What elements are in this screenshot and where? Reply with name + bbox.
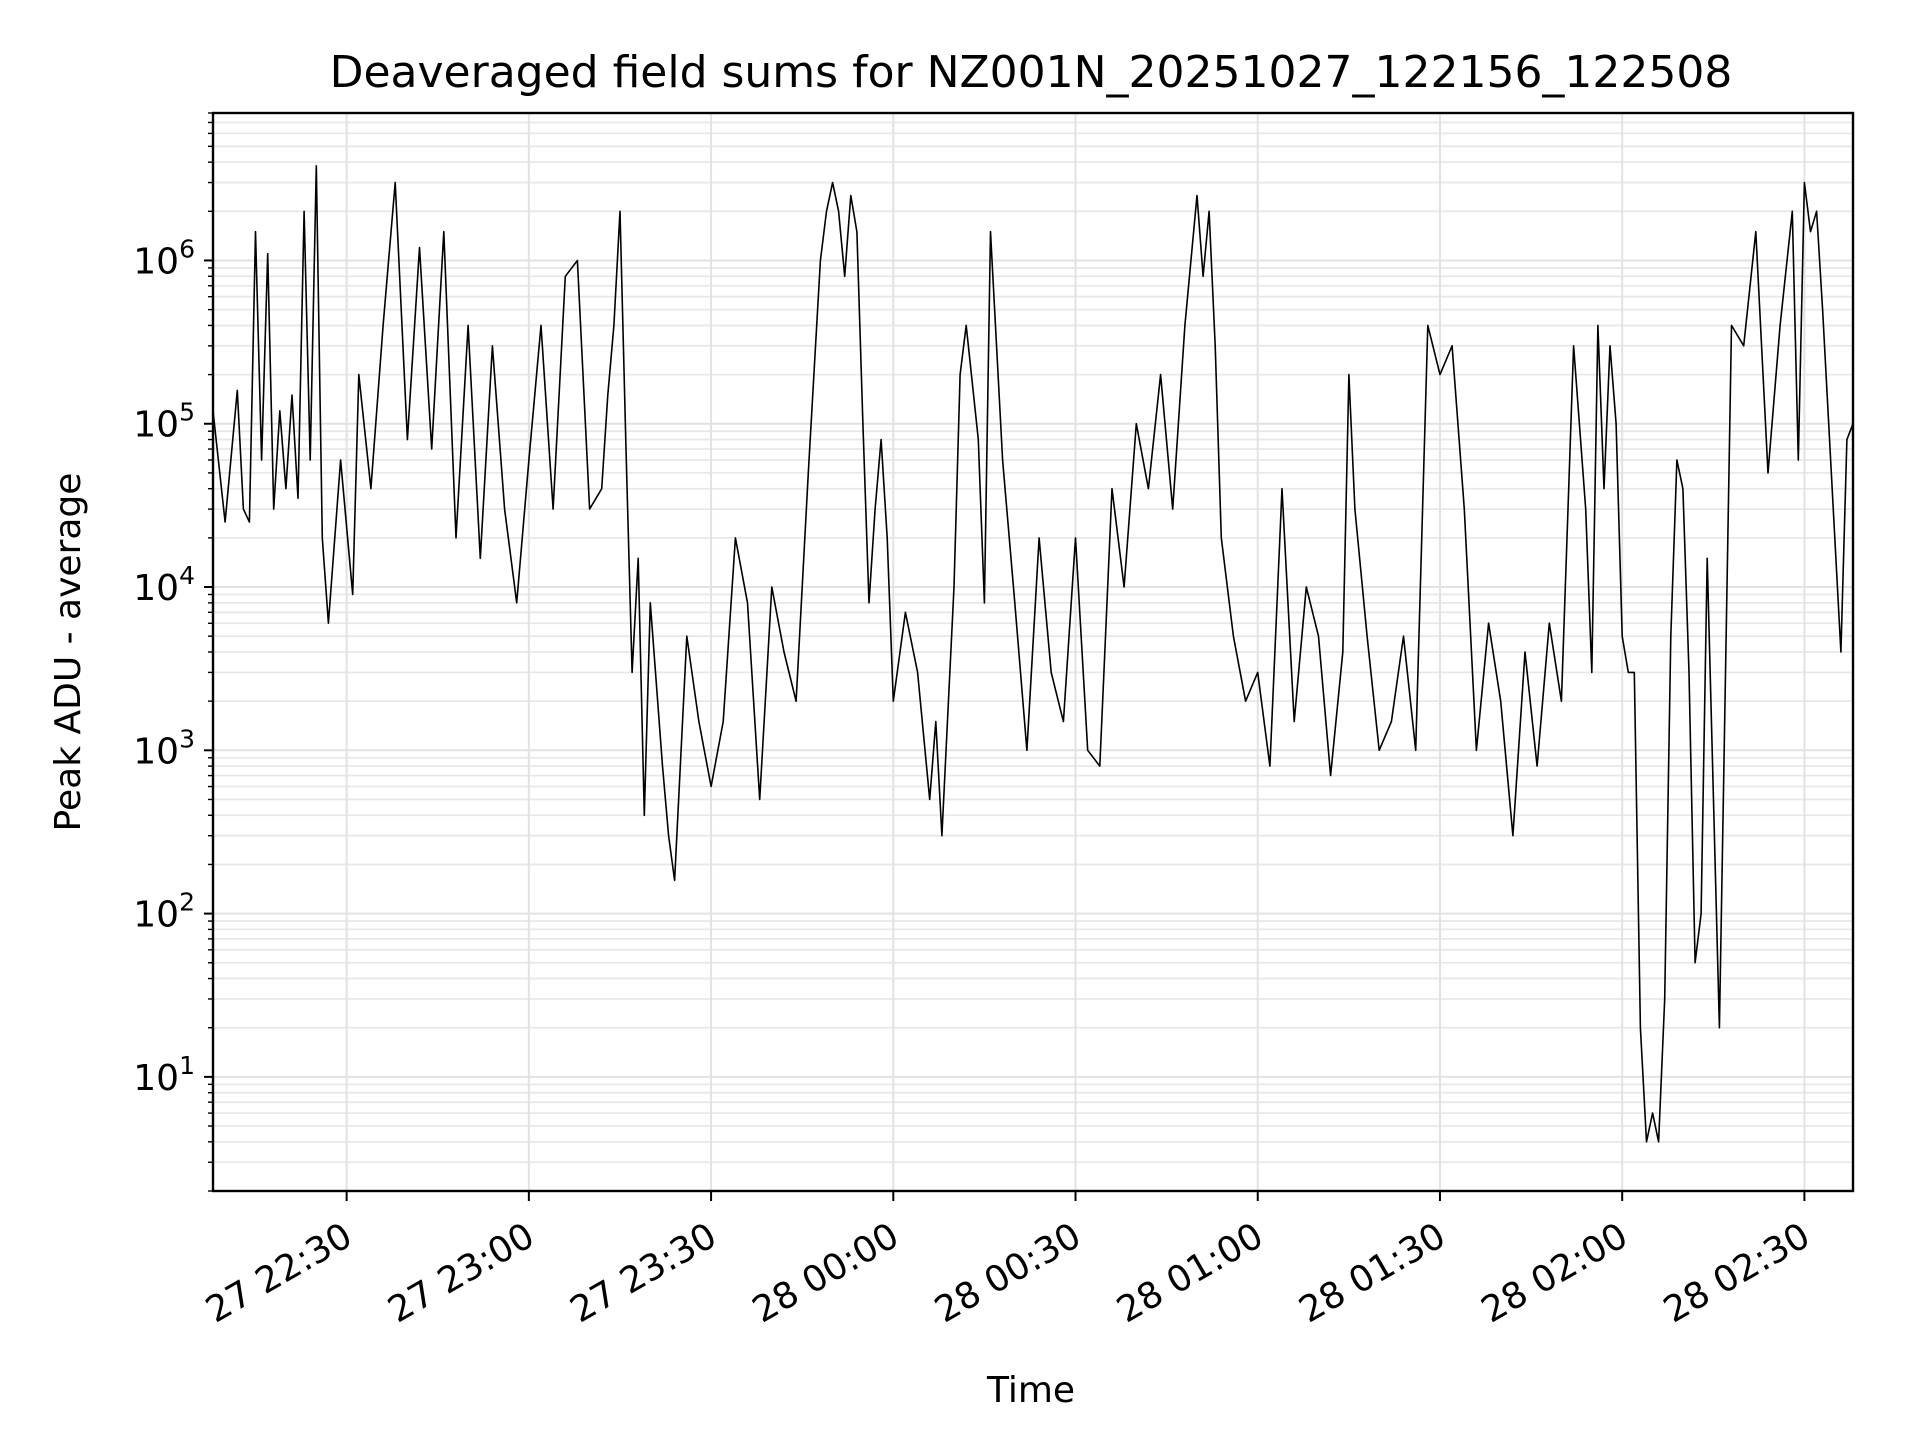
y-axis-ticks: 101 102 103 104 105 106 — [133, 112, 213, 1192]
chart-title: Deaveraged field sums for NZ001N_2025102… — [330, 47, 1733, 98]
y-tick-label: 106 — [133, 234, 195, 282]
x-tick-label: 27 23:30 — [564, 1215, 724, 1331]
x-tick-label: 28 00:30 — [928, 1215, 1088, 1331]
x-tick-label: 28 01:00 — [1110, 1215, 1270, 1331]
x-tick-label: 28 02:30 — [1657, 1215, 1817, 1331]
x-axis-label: Time — [986, 1370, 1075, 1411]
x-tick-label: 28 01:30 — [1293, 1215, 1453, 1331]
x-tick-label: 27 23:00 — [381, 1215, 541, 1331]
y-tick-label: 101 — [133, 1051, 195, 1099]
y-tick-label: 104 — [133, 561, 195, 609]
x-tick-label: 28 00:00 — [746, 1215, 906, 1331]
x-tick-label: 28 02:00 — [1475, 1215, 1635, 1331]
series-line — [212, 165, 1854, 1143]
y-axis-label: Peak ADU - average — [48, 473, 89, 832]
x-axis-ticks: 27 22:30 27 23:00 27 23:30 28 00:00 28 00:30… — [199, 1191, 1817, 1331]
y-tick-label: 102 — [133, 888, 195, 936]
y-tick-label: 105 — [133, 398, 195, 446]
grid — [213, 112, 1853, 1192]
x-tick-label: 27 22:30 — [199, 1215, 359, 1331]
series-group — [212, 165, 1854, 1143]
y-tick-label: 103 — [133, 724, 195, 772]
